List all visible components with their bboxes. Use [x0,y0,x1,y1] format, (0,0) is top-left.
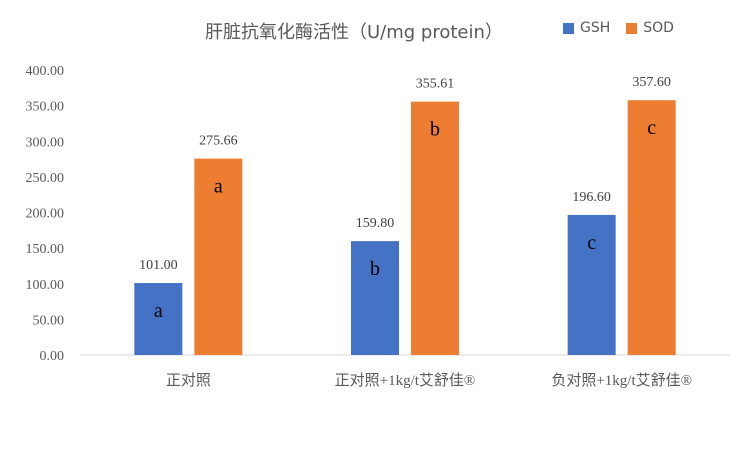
bar-gsh [134,283,183,355]
y-tick-label: 0.00 [40,349,65,364]
legend-swatch-sod [626,22,638,34]
bar-gsh [567,214,616,355]
x-category-label: 正对照 [166,372,211,389]
data-label: 196.60 [572,190,611,205]
data-label: 355.61 [416,77,455,92]
chart-title: 肝脏抗氧化酶活性（U/mg protein） [205,22,503,43]
bar-sod [411,101,459,356]
y-tick-label: 350.00 [26,100,65,115]
y-tick-label: 200.00 [26,207,65,222]
y-tick-label: 400.00 [26,64,65,79]
data-label: 101.00 [139,258,178,273]
legend-item-gsh: GSH [563,20,610,36]
legend: GSH SOD [563,20,674,36]
significance-letter: a [154,300,163,322]
y-tick-label: 150.00 [26,242,65,257]
data-label: 357.60 [632,75,671,90]
legend-label-gsh: GSH [580,20,611,36]
bar-sod [627,100,676,356]
significance-letter: b [430,119,440,141]
y-tick-label: 100.00 [26,278,65,293]
bar-gsh [351,241,399,355]
bar-sod [194,158,243,355]
x-category-label: 负对照+1kg/t艾舒佳® [551,372,692,389]
legend-swatch-gsh [563,22,574,34]
significance-letter: b [370,258,380,280]
y-tick-label: 250.00 [26,171,65,186]
x-category-label: 正对照+1kg/t艾舒佳® [335,372,476,389]
data-label: 159.80 [356,216,395,231]
y-tick-label: 50.00 [33,313,65,328]
significance-letter: a [214,176,223,198]
legend-label-sod: SOD [643,20,674,36]
legend-item-sod: SOD [626,20,674,36]
y-tick-label: 300.00 [26,135,65,150]
significance-letter: c [587,232,596,254]
significance-letter: c [647,117,656,139]
data-label: 275.66 [199,134,238,149]
